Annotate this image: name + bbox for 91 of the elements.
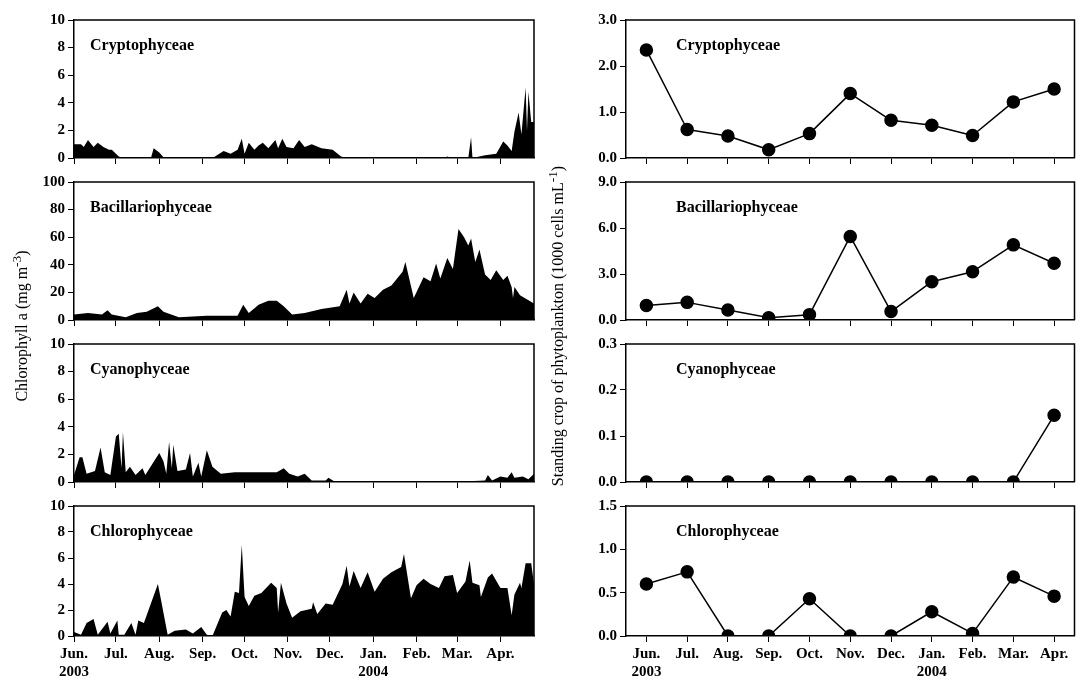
y-tick-label: 6 — [57, 390, 66, 407]
y-tick-label: 100 — [42, 172, 65, 189]
y-tick-label: 8 — [57, 362, 65, 379]
text: Cryptophyceae — [676, 36, 780, 55]
x-tick-label: Aug. — [144, 644, 175, 661]
x-tick-label: Oct. — [795, 644, 824, 661]
text: Chlorophyceae — [90, 522, 193, 541]
point — [802, 307, 817, 320]
text: Cryptophyceae — [90, 36, 194, 55]
x-tick-label: Dec. — [877, 644, 906, 661]
y-tick-label: 3.0 — [598, 10, 617, 27]
y-tick-label: 9.0 — [598, 172, 617, 189]
point — [721, 129, 735, 143]
point — [639, 43, 654, 57]
y-tick-label: 0.0 — [598, 310, 617, 327]
x-tick-label: Mar. — [997, 644, 1029, 661]
y-tick-label: 1.0 — [598, 102, 617, 119]
y-tick-label: 10 — [50, 334, 65, 351]
x-tick-label: Mar. — [441, 644, 473, 661]
y-tick-label: 1.5 — [598, 496, 617, 513]
x-tick-label: Sep. — [755, 644, 783, 661]
y-tick-label: 4 — [57, 574, 66, 591]
text: Cyanophyceae — [90, 360, 190, 379]
y-tick-label: 40 — [50, 255, 65, 272]
x-tick-label: Jun. 2003 — [59, 644, 89, 679]
y-tick-label: 20 — [50, 283, 65, 300]
x-tick-label: Jul. — [104, 644, 129, 661]
y-tick-label: 2 — [57, 121, 65, 138]
y-tick-label: 0.3 — [598, 334, 617, 351]
point — [639, 298, 654, 313]
x-tick-label: Nov. — [273, 644, 303, 661]
y-tick-label: 0.5 — [598, 583, 617, 600]
y-tick-label: 3.0 — [598, 264, 617, 281]
point — [1006, 95, 1021, 109]
x-tick-label: Apr. — [486, 644, 515, 661]
x-tick-label: Apr. — [1040, 644, 1069, 661]
y-tick-label: 0 — [57, 626, 65, 643]
y-tick-label: 8 — [57, 522, 65, 539]
y-tick-label: 6 — [57, 66, 66, 83]
point — [965, 264, 980, 279]
point — [884, 113, 898, 128]
point — [1047, 82, 1061, 96]
y-tick-label: 10 — [50, 10, 65, 27]
y-tick-label: 1.0 — [598, 540, 617, 557]
y-tick-label: 6.0 — [598, 218, 617, 235]
x-tick-label: Feb. — [402, 644, 431, 661]
y-tick-label: 2 — [57, 600, 65, 617]
point — [884, 304, 898, 319]
point — [721, 303, 735, 317]
y-tick-label: 0.0 — [598, 626, 617, 643]
y-tick-label: 60 — [50, 228, 65, 245]
y-tick-label: 80 — [50, 200, 65, 217]
y-tick-label: 0 — [57, 472, 65, 489]
y-tick-label: 0.0 — [598, 148, 617, 165]
text: Chlorophyceae — [676, 522, 779, 541]
x-tick-label: Dec. — [315, 644, 345, 661]
y-tick-label: 8 — [57, 38, 65, 55]
point — [925, 118, 939, 133]
x-tick-label: Jun. 2003 — [631, 644, 662, 679]
text: Cyanophyceae — [676, 360, 776, 379]
point — [843, 229, 857, 244]
point — [680, 295, 694, 310]
x-tick-label: Jan. 2004 — [358, 644, 389, 679]
text: Bacillariophyceae — [676, 198, 798, 217]
point — [843, 86, 857, 101]
x-tick-label: Nov. — [835, 644, 865, 661]
x-tick-label: Jan. 2004 — [916, 644, 948, 679]
x-tick-label: Oct. — [231, 644, 259, 661]
y-tick-label: 10 — [50, 496, 65, 513]
y-tick-label: 0.1 — [598, 426, 617, 443]
x-tick-label: Feb. — [958, 644, 987, 661]
y-tick-label: 2.0 — [598, 56, 617, 73]
y-tick-label: 0.2 — [598, 380, 617, 397]
x-tick-label: Sep. — [189, 644, 217, 661]
point — [1006, 238, 1021, 252]
y-tick-label: 6 — [57, 548, 66, 565]
x-tick-label: Aug. — [712, 644, 744, 661]
text: Bacillariophyceae — [90, 198, 212, 217]
y-tick-label: 2 — [57, 445, 65, 462]
point — [965, 128, 980, 143]
y-tick-label: 4 — [57, 93, 66, 110]
point — [680, 122, 694, 137]
y-tick-label: 0.0 — [598, 472, 617, 489]
point — [1047, 256, 1061, 271]
point — [802, 126, 817, 141]
point — [761, 142, 776, 157]
y-tick-label: 0 — [57, 310, 65, 327]
point — [925, 274, 939, 289]
y-tick-label: 0 — [57, 148, 65, 165]
x-tick-label: Jul. — [675, 644, 700, 661]
y-tick-label: 4 — [57, 417, 66, 434]
